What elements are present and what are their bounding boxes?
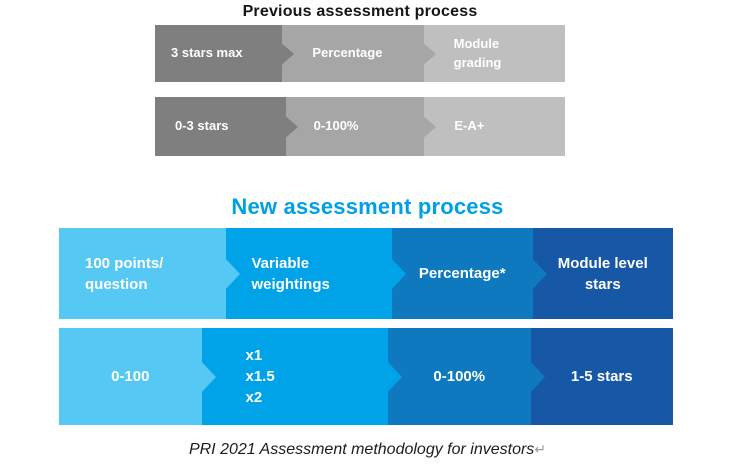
segment-label: Module grading (453, 36, 502, 70)
previous-process-title: Previous assessment process (242, 3, 478, 20)
chevron-arrow-icon (420, 40, 439, 67)
segment-label: 0-100% (313, 118, 359, 134)
segment-label: E-A+ (454, 118, 485, 134)
new-process-row-labels: 100 points/ question Variable weightings… (59, 228, 673, 319)
chevron-segment: 100 points/ question (59, 228, 240, 319)
segment-label: Variable weightings (251, 254, 330, 293)
chevron-arrow-icon (527, 358, 548, 395)
chevron-segment: Percentage* (392, 228, 547, 319)
chevron-arrow-icon (198, 358, 219, 395)
chevron-arrow-icon (279, 40, 297, 67)
chevron-segment: 0-100% (388, 328, 545, 425)
chevron-segment: 3 stars max (155, 25, 295, 82)
chevron-arrow-icon (421, 113, 439, 140)
chevron-segment: Module grading (423, 25, 565, 82)
chevron-segment: 0-100% (285, 97, 437, 156)
chevron-segment: x1 x1.5 x2 (201, 328, 402, 425)
caption-text: PRI 2021 Assessment methodology for inve… (188, 441, 535, 458)
previous-process-row-values: 0-3 stars 0-100% E-A+ (155, 97, 566, 156)
chevron-arrow-icon (529, 255, 550, 292)
chevron-arrow-icon (385, 358, 405, 395)
caption: PRI 2021 Assessment methodology for inve… (0, 441, 735, 459)
previous-process-row-labels: 3 stars max Percentage Module grading (155, 25, 565, 82)
segment-label: 100 points/ question (85, 254, 164, 293)
segment-label: Module level stars (557, 254, 648, 293)
new-process-title: New assessment process (231, 194, 504, 219)
segment-label: Percentage* (418, 265, 506, 282)
new-process-row-values: 0-100 x1 x1.5 x2 0-100% 1-5 stars (59, 328, 673, 425)
chevron-arrow-icon (282, 113, 301, 140)
chevron-segment: 0-100 (59, 328, 216, 425)
chevron-segment: 0-3 stars (155, 97, 298, 156)
chevron-arrow-icon (222, 255, 243, 292)
segment-label: 1-5 stars (570, 368, 633, 385)
chevron-segment: E-A+ (424, 97, 566, 156)
chevron-segment: 1-5 stars (530, 328, 673, 425)
chevron-segment: Variable weightings (225, 228, 406, 319)
segment-label: x1 x1.5 x2 (245, 347, 275, 406)
segment-label: 3 stars max (171, 45, 243, 61)
segment-label: Percentage (312, 45, 383, 61)
paragraph-return-icon: ↵ (534, 441, 547, 457)
chevron-arrow-icon (389, 255, 409, 292)
segment-label: 0-100 (111, 368, 150, 385)
segment-label: 0-100% (433, 368, 486, 385)
chevron-segment: Percentage (282, 25, 436, 82)
chevron-segment: Module level stars (532, 228, 673, 319)
segment-label: 0-3 stars (175, 118, 229, 134)
